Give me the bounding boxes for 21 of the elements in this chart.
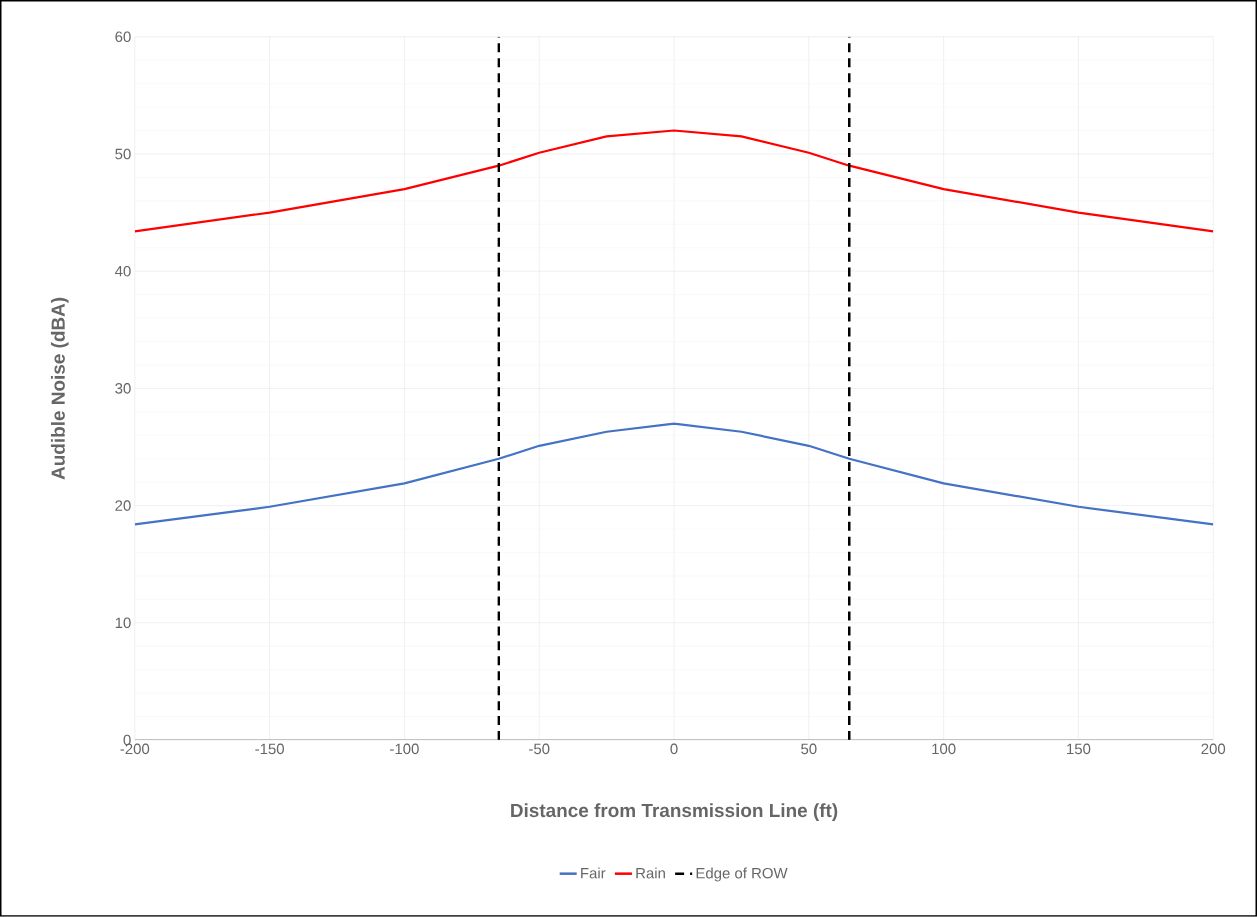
y-tick-label: 50 (115, 148, 131, 160)
y-tick-label: 10 (115, 617, 131, 629)
x-tick-label: 150 (1067, 743, 1091, 755)
y-axis-title: Audible Noise (dBA) (50, 297, 69, 480)
line-series (134, 422, 1214, 526)
x-tick-label: -50 (529, 743, 550, 755)
x-tick-label: -150 (255, 743, 284, 755)
y-tick-label: 60 (115, 31, 131, 43)
legend-label: Rain (636, 867, 665, 879)
x-axis-title: Distance from Transmission Line (ft) (511, 803, 838, 821)
x-tick-label: -100 (390, 743, 419, 755)
y-tick-label: 30 (115, 383, 131, 394)
y-tick-label: 40 (115, 265, 131, 277)
x-tick-label: 200 (1201, 743, 1226, 755)
legend-label: Fair (581, 867, 606, 879)
x-tick-label: 50 (801, 743, 817, 755)
legend-label: Edge of ROW (696, 867, 788, 882)
x-tick-label: 0 (670, 743, 678, 755)
x-tick-label: 100 (932, 743, 956, 755)
y-tick-label: 20 (115, 500, 131, 511)
line-series (134, 129, 1214, 233)
